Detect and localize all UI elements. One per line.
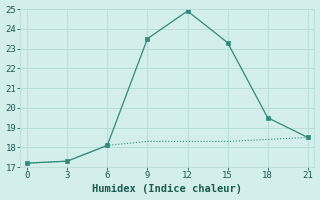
X-axis label: Humidex (Indice chaleur): Humidex (Indice chaleur)	[92, 184, 243, 194]
